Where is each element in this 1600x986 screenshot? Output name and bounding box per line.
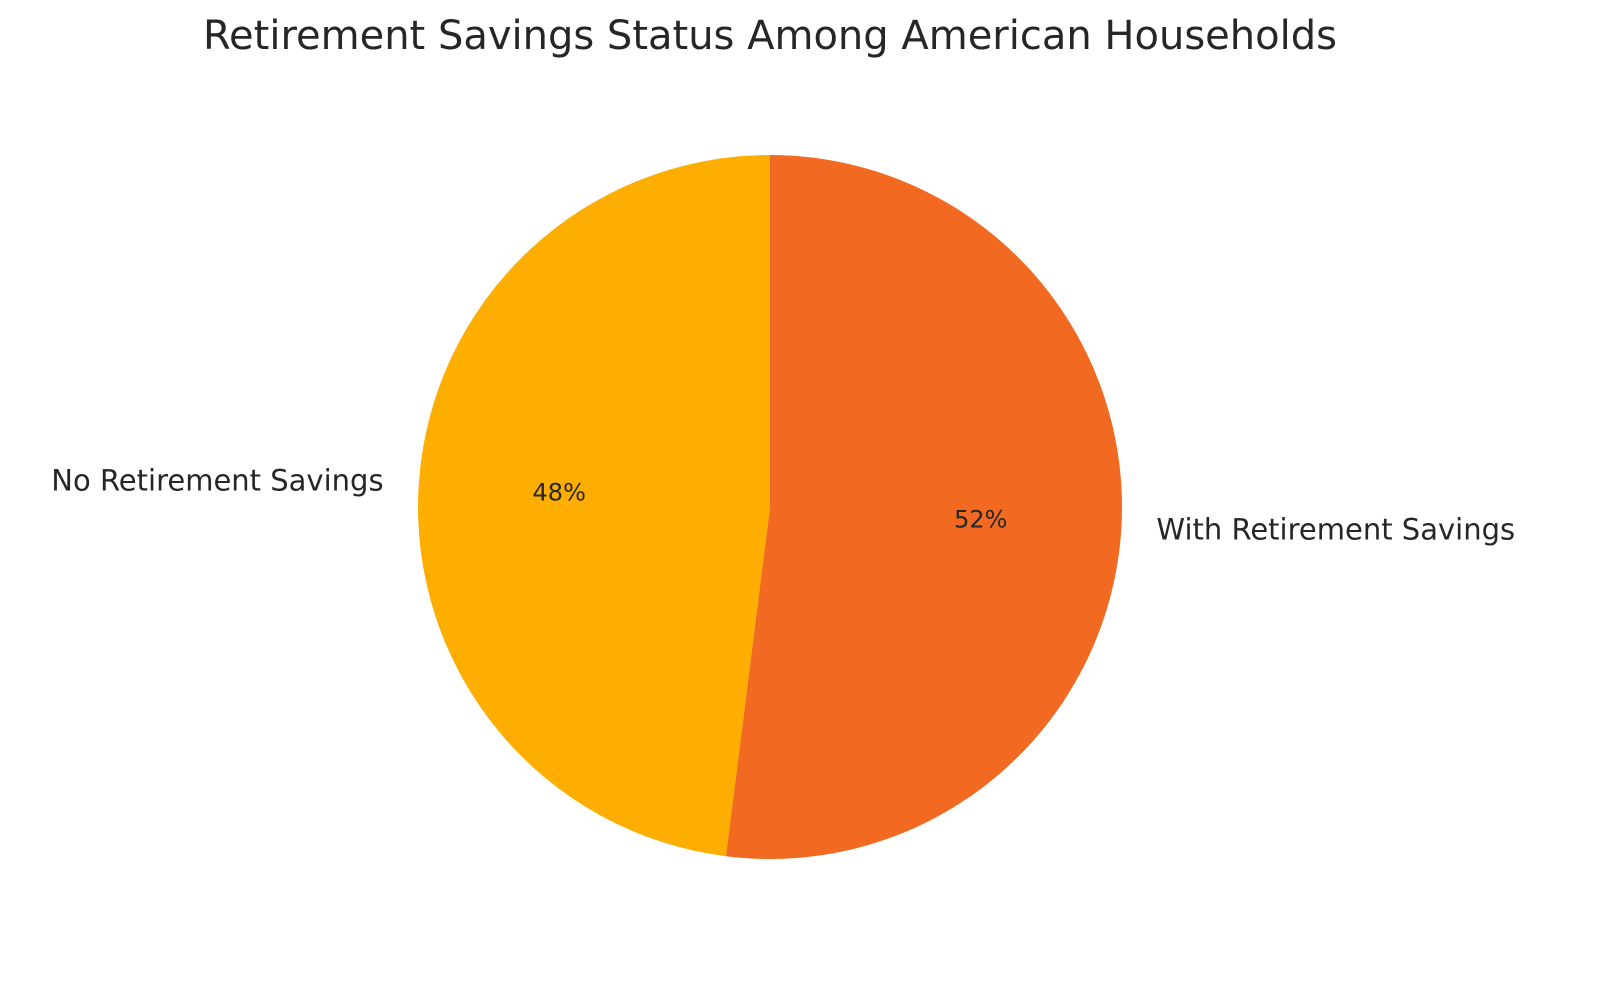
slice-label: No Retirement Savings bbox=[51, 464, 383, 498]
chart-title: Retirement Savings Status Among American… bbox=[203, 13, 1337, 59]
pie-slice bbox=[418, 155, 770, 857]
value-label: 52% bbox=[954, 505, 1007, 533]
value-label: 48% bbox=[533, 479, 586, 507]
pie-slice bbox=[725, 154, 1123, 859]
slice-label: With Retirement Savings bbox=[1156, 512, 1515, 546]
